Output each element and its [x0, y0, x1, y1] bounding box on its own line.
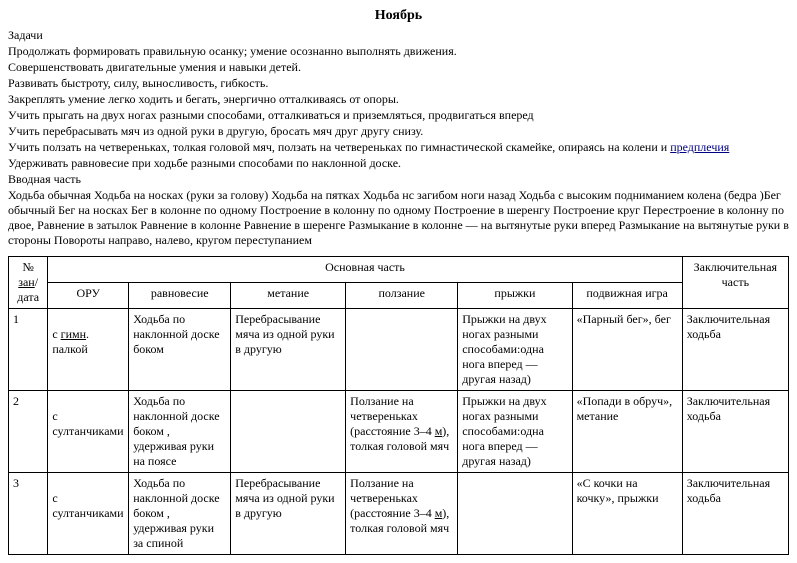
table-subheader-row: ОРУ равновесие метание ползание прыжки п… [9, 283, 789, 309]
underlined-word: предплечия [670, 140, 729, 154]
cell-crawl: Ползание на четвереньках (расстояние 3–4… [346, 473, 458, 555]
cell-jump: Прыжки на двух ногах разными способами:о… [458, 391, 572, 473]
cell-throw: Перебрасывание мяча из одной руки в друг… [231, 473, 346, 555]
task-line: Учить прыгать на двух ногах разными спос… [8, 108, 789, 123]
task-line: Учить перебрасывать мяч из одной руки в … [8, 124, 789, 139]
cell-throw [231, 391, 346, 473]
cell-throw: Перебрасывание мяча из одной руки в друг… [231, 309, 346, 391]
col-main-header: Основная часть [48, 257, 682, 283]
col-number-header: № зан/дата [9, 257, 48, 309]
cell-num: 2 [9, 391, 48, 473]
task-line: Учить ползать на четвереньках, толкая го… [8, 140, 789, 155]
cell-game: «С кочки на кочку», прыжки [572, 473, 682, 555]
cell-oru: с гимн. палкой [48, 309, 129, 391]
task-line: Совершенствовать двигательные умения и н… [8, 60, 789, 75]
document-title: Ноябрь [8, 8, 789, 24]
table-row: 1 с гимн. палкой Ходьба по наклонной дос… [9, 309, 789, 391]
cell-game: «Парный бег», бег [572, 309, 682, 391]
task-line: Удерживать равновесие при ходьбе разными… [8, 156, 789, 171]
cell-final: Заключительная ходьба [682, 473, 788, 555]
cell-balance: Ходьба по наклонной доске боком [129, 309, 231, 391]
cell-oru: с султанчиками [48, 473, 129, 555]
cell-oru: с султанчиками [48, 391, 129, 473]
col-jump-header: прыжки [458, 283, 572, 309]
cell-final: Заключительная ходьба [682, 309, 788, 391]
col-balance-header: равновесие [129, 283, 231, 309]
intro-heading: Вводная часть [8, 172, 789, 187]
cell-crawl: Ползание на четвереньках (расстояние 3–4… [346, 391, 458, 473]
cell-final: Заключительная ходьба [682, 391, 788, 473]
cell-jump [458, 473, 572, 555]
col-throw-header: метание [231, 283, 346, 309]
task-line: Развивать быстроту, силу, выносливость, … [8, 76, 789, 91]
table-row: 3 с султанчиками Ходьба по наклонной дос… [9, 473, 789, 555]
col-oru-header: ОРУ [48, 283, 129, 309]
table-row: 2 с султанчиками Ходьба по наклонной дос… [9, 391, 789, 473]
col-crawl-header: ползание [346, 283, 458, 309]
cell-balance: Ходьба по наклонной доске боком , удержи… [129, 473, 231, 555]
table-header-row: № зан/дата Основная часть Заключительная… [9, 257, 789, 283]
cell-balance: Ходьба по наклонной доске боком , удержи… [129, 391, 231, 473]
task-line: Продолжать формировать правильную осанку… [8, 44, 789, 59]
cell-num: 1 [9, 309, 48, 391]
cell-num: 3 [9, 473, 48, 555]
cell-crawl [346, 309, 458, 391]
tasks-heading: Задачи [8, 28, 789, 43]
task-line: Закреплять умение легко ходить и бегать,… [8, 92, 789, 107]
intro-text: Ходьба обычная Ходьба на носках (руки за… [8, 188, 789, 248]
plan-table: № зан/дата Основная часть Заключительная… [8, 256, 789, 555]
cell-game: «Попади в обруч», метание [572, 391, 682, 473]
header-num-link: зан [18, 275, 35, 289]
col-game-header: подвижная игра [572, 283, 682, 309]
oru-link: гимн [61, 327, 86, 341]
cell-jump: Прыжки на двух ногах разными способами:о… [458, 309, 572, 391]
tasks-block: Задачи Продолжать формировать правильную… [8, 28, 789, 248]
col-final-header: Заключительная часть [682, 257, 788, 309]
